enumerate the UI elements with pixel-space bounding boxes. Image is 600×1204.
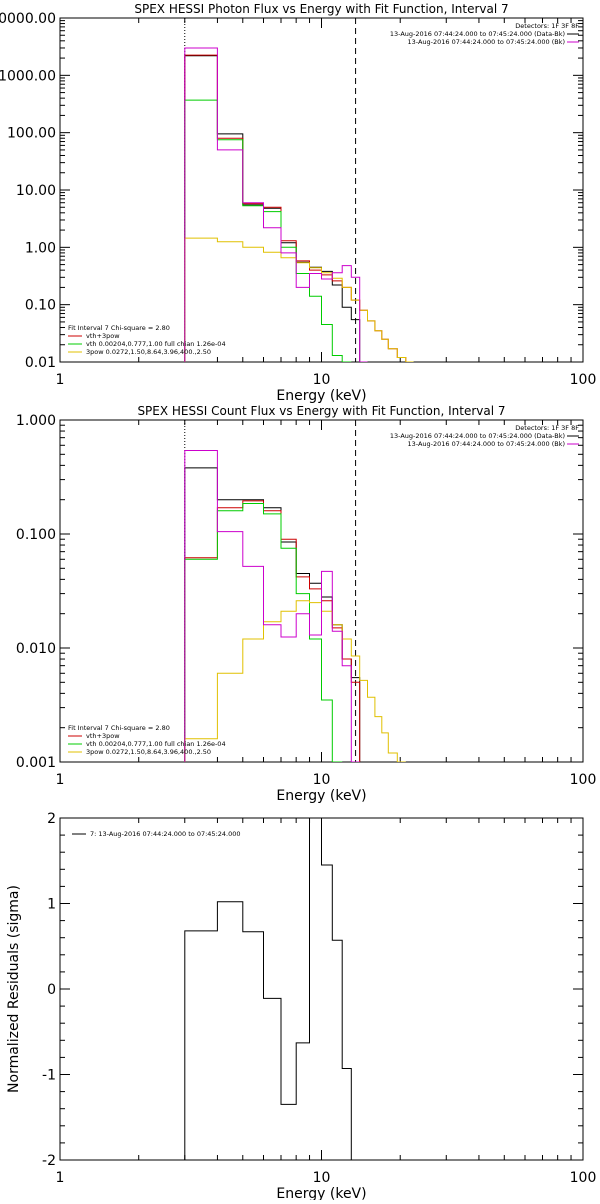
p3-frame <box>59 817 584 1161</box>
p2-series-3pow <box>184 600 406 762</box>
p2-y-tick-label: 0.001 <box>16 755 56 771</box>
p1-fit-legend-text: Fit Interval 7 Chi-square = 2.80 <box>68 324 170 332</box>
p2-x-tick-label: 10 <box>313 772 331 788</box>
p3-y-axis-label: Normalized Residuals (sigma) <box>6 885 22 1093</box>
p2-y-tick-label: 0.010 <box>16 641 56 657</box>
p3-legend-text: 7: 13-Aug-2016 07:44:24.000 to 07:45:24.… <box>90 830 241 838</box>
p2-y-tick-label: 0.100 <box>16 527 56 543</box>
p1-y-tick-label: 1.00 <box>25 240 56 256</box>
p3-y-tick-label: -1 <box>42 1068 56 1084</box>
p2-series-bk <box>184 450 360 762</box>
p1-series-data-bk <box>184 55 361 362</box>
p1-y-tick-label: 0.01 <box>25 355 56 371</box>
p2-legend-text: Detectors: 1F 3F 8F <box>515 424 579 432</box>
p3-y-tick-label: 2 <box>47 811 56 827</box>
p3-y-tick-label: 0 <box>47 982 56 998</box>
p1-legend-text: 13-Aug-2016 07:44:24.000 to 07:45:24.000… <box>408 38 565 46</box>
p1-y-tick-label: 100.00 <box>7 126 56 142</box>
p2-x-axis-label: Energy (keV) <box>276 788 366 804</box>
p2-legend-text: 13-Aug-2016 07:44:24.000 to 07:45:24.000… <box>408 440 565 448</box>
p1-series-bk <box>184 47 368 362</box>
p1-series-3pow <box>184 237 414 362</box>
p2-x-tick-label: 1 <box>56 772 65 788</box>
p2-fit-legend-text: vth 0.00204,0.777,1.00 full chian 1.26e-… <box>86 740 226 748</box>
p3-x-tick-label: 10 <box>313 1170 331 1186</box>
p1-x-axis-label: Energy (keV) <box>276 388 366 404</box>
p1-y-tick-label: 10.00 <box>16 183 56 199</box>
p1-x-tick-label: 1 <box>56 372 65 388</box>
p1-legend-text: 13-Aug-2016 07:44:24.000 to 07:45:24.000… <box>390 30 565 38</box>
p2-y-tick-label: 1.000 <box>16 413 56 429</box>
p1-x-tick-label: 100 <box>570 372 597 388</box>
p2-fit-legend-text: 3pow 0.0272,1.50,8.64,3.96,400.,2.50 <box>86 748 211 756</box>
p3-x-axis-label: Energy (keV) <box>276 1186 366 1200</box>
p2-x-tick-label: 100 <box>570 772 597 788</box>
p2-legend-text: 13-Aug-2016 07:44:24.000 to 07:45:24.000… <box>390 432 565 440</box>
p1-fit-legend-text: vth+3pow <box>86 332 120 340</box>
p2-series-vth-3pow <box>184 500 361 762</box>
p3-x-tick-label: 1 <box>56 1170 65 1186</box>
p3-y-tick-label: -2 <box>42 1153 56 1169</box>
p1-fit-legend-text: vth 0.00204,0.777,1.00 full chian 1.26e-… <box>86 340 226 348</box>
p2-series-data-bk <box>184 467 361 762</box>
p2-fit-legend-text: Fit Interval 7 Chi-square = 2.80 <box>68 724 170 732</box>
p2-fit-legend-text: vth+3pow <box>86 732 120 740</box>
p3-series-7-13-aug-2016-07-44-24-000-to-07-45-24-000 <box>184 818 360 1160</box>
p1-fit-legend-text: 3pow 0.0272,1.50,8.64,3.96,400.,2.50 <box>86 348 211 356</box>
p1-y-tick-label: 1000.00 <box>0 68 56 84</box>
p1-y-tick-label: 0.10 <box>25 298 56 314</box>
p1-title: SPEX HESSI Photon Flux vs Energy with Fi… <box>134 2 508 16</box>
p1-y-tick-label: 10000.00 <box>0 11 56 27</box>
p1-series-vth <box>184 99 352 362</box>
p3-y-tick-label: 1 <box>47 897 56 913</box>
p1-legend-text: Detectors: 1F 3F 8F <box>515 22 579 30</box>
p1-x-tick-label: 10 <box>313 372 331 388</box>
p1-series-vth-3pow <box>184 54 407 362</box>
p2-title: SPEX HESSI Count Flux vs Energy with Fit… <box>137 404 505 418</box>
p3-x-tick-label: 100 <box>570 1170 597 1186</box>
